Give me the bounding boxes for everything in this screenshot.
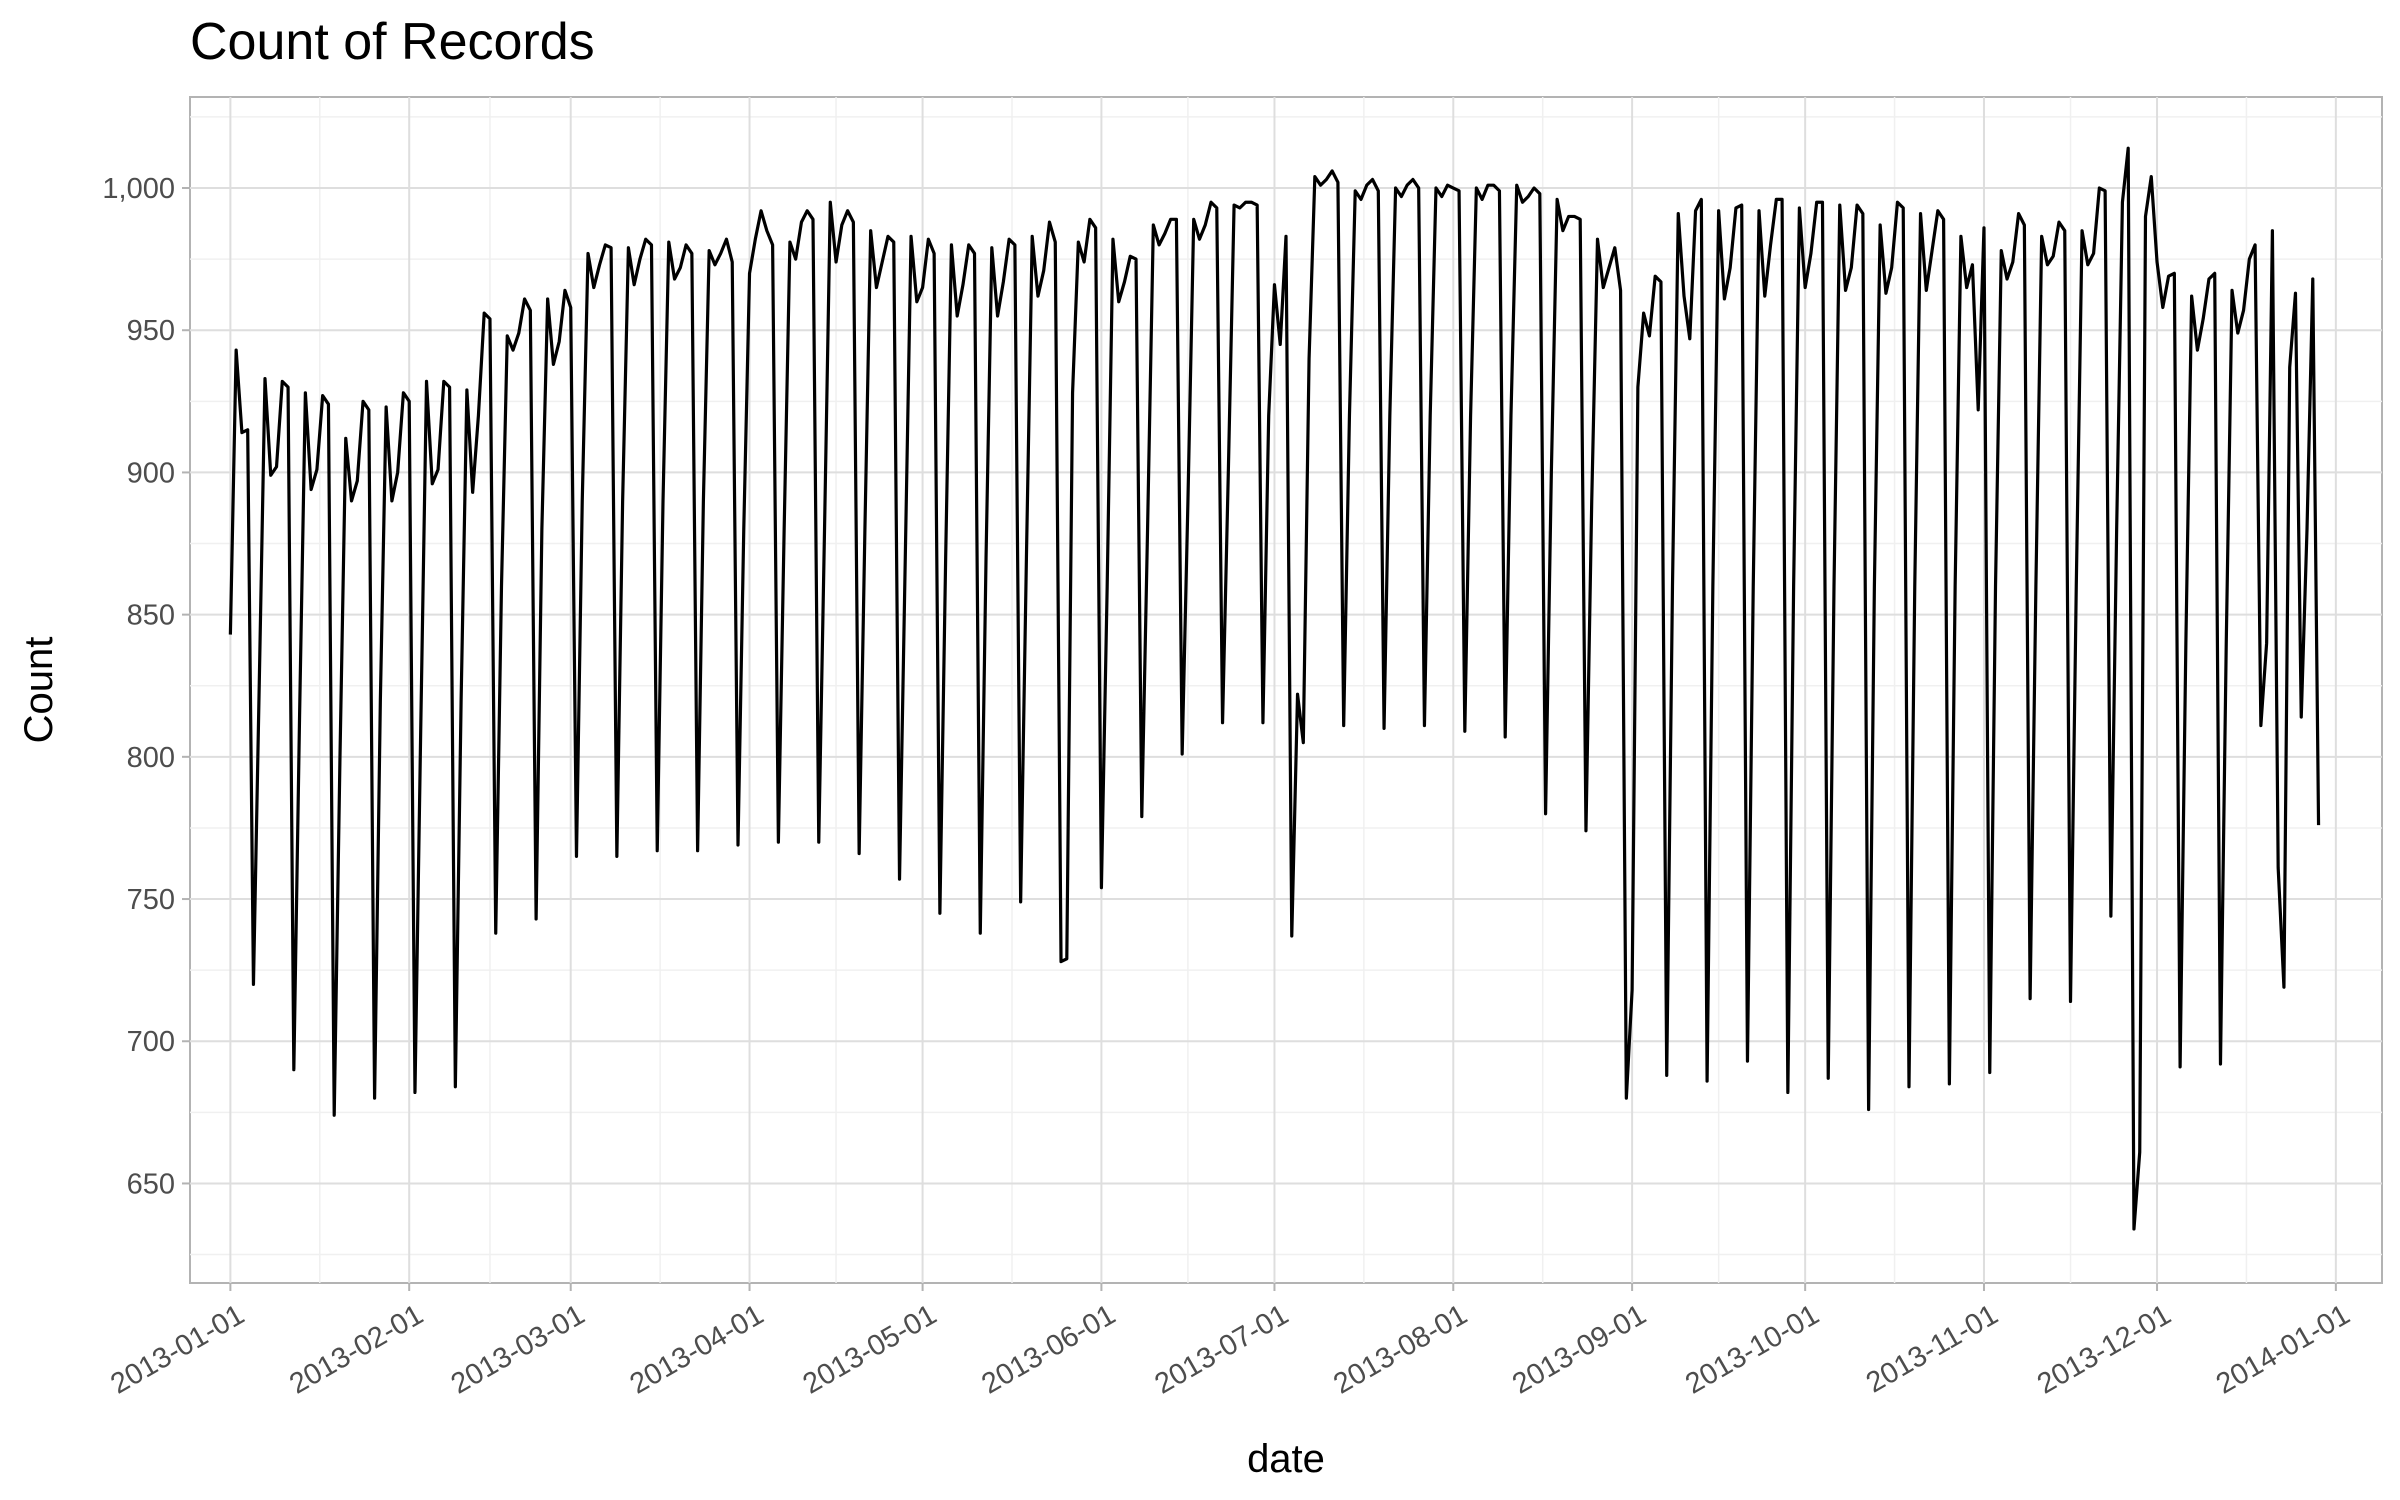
y-axis-title: Count	[17, 637, 61, 744]
y-tick-label: 750	[127, 884, 175, 916]
x-tick-label: 2014-01-01	[2211, 1299, 2355, 1401]
series-layer	[228, 146, 2321, 1231]
y-tick-label: 850	[127, 600, 175, 632]
chart-title: Count of Records	[190, 13, 595, 71]
x-tick-label: 2013-05-01	[798, 1299, 942, 1401]
x-tick-label: 2013-03-01	[446, 1299, 590, 1401]
x-tick-label: 2013-08-01	[1328, 1299, 1472, 1401]
x-tick-label: 2013-07-01	[1149, 1299, 1293, 1401]
x-tick-label: 2013-04-01	[625, 1299, 769, 1401]
y-tick-label: 650	[127, 1168, 175, 1200]
x-tick-label: 2013-10-01	[1680, 1299, 1824, 1401]
x-axis-title: date	[1247, 1437, 1325, 1481]
y-tick-label: 800	[127, 742, 175, 774]
y-tick-label: 1,000	[102, 173, 175, 205]
y-tick-label: 900	[127, 457, 175, 489]
series-line	[228, 146, 2321, 1231]
x-tick-label: 2013-09-01	[1507, 1299, 1651, 1401]
x-tick-label: 2013-06-01	[976, 1299, 1120, 1401]
y-tick-label: 700	[127, 1026, 175, 1058]
x-tick-label: 2013-11-01	[1861, 1299, 2004, 1400]
y-tick-label: 950	[127, 315, 175, 347]
x-tick-label: 2013-12-01	[2032, 1299, 2176, 1401]
x-tick-label: 2013-02-01	[284, 1299, 428, 1401]
x-tick-label: 2013-01-01	[105, 1299, 249, 1401]
